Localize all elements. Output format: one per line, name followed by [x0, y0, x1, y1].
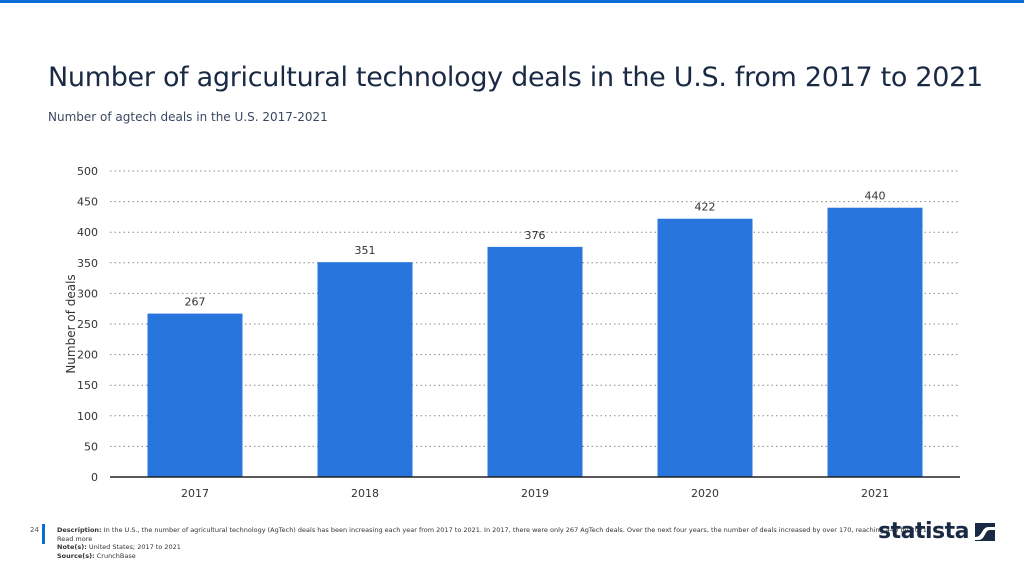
data-label: 422 — [695, 201, 716, 214]
footer-accent — [42, 524, 45, 544]
bar[interactable] — [147, 313, 243, 477]
note-text: United States; 2017 to 2021 — [88, 543, 181, 551]
y-tick-label: 0 — [91, 471, 98, 484]
x-tick-label: 2020 — [691, 487, 719, 500]
x-tick-label: 2021 — [861, 487, 889, 500]
y-axis-label: Number of deals — [64, 274, 78, 373]
data-label: 376 — [525, 229, 546, 242]
data-label: 440 — [865, 190, 886, 203]
statista-logo[interactable]: statista — [878, 519, 995, 544]
data-label: 351 — [355, 244, 376, 257]
y-tick-label: 350 — [77, 257, 98, 270]
x-tick-label: 2019 — [521, 487, 549, 500]
y-tick-label: 400 — [77, 226, 98, 239]
description-text: In the U.S., the number of agricultural … — [103, 526, 929, 534]
y-tick-label: 450 — [77, 196, 98, 209]
read-more-link[interactable]: Read more — [57, 534, 93, 543]
y-tick-label: 250 — [77, 318, 98, 331]
logo-text: statista — [878, 519, 969, 544]
source-label: Source(s): — [57, 551, 95, 560]
statista-logo-icon — [974, 522, 995, 541]
page-title: Number of agricultural technology deals … — [48, 62, 983, 93]
note-label: Note(s): — [57, 543, 87, 551]
x-tick-label: 2017 — [181, 487, 209, 500]
source-text: CrunchBase — [96, 551, 136, 560]
y-tick-label: 100 — [77, 410, 98, 423]
top-accent-bar — [0, 0, 1024, 3]
page-number: 24 — [30, 526, 39, 534]
description-label: Description: — [57, 526, 102, 534]
y-tick-label: 200 — [77, 349, 98, 362]
bar[interactable] — [317, 262, 413, 477]
bar[interactable] — [657, 218, 753, 477]
y-tick-label: 300 — [77, 287, 98, 300]
x-tick-label: 2018 — [351, 487, 379, 500]
bar[interactable] — [827, 207, 923, 477]
y-tick-label: 150 — [77, 379, 98, 392]
footer: Description: In the U.S., the number of … — [57, 526, 929, 560]
page-subtitle: Number of agtech deals in the U.S. 2017-… — [48, 110, 328, 124]
data-label: 267 — [185, 296, 206, 309]
bar[interactable] — [487, 246, 583, 477]
y-tick-label: 50 — [84, 440, 98, 453]
y-tick-label: 500 — [77, 165, 98, 178]
